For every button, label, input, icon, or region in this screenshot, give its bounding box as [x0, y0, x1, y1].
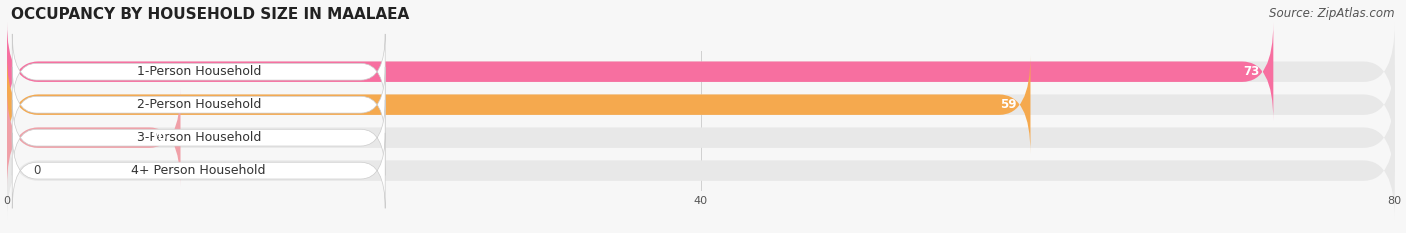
Text: 0: 0 [34, 164, 41, 177]
Text: 4+ Person Household: 4+ Person Household [131, 164, 266, 177]
FancyBboxPatch shape [7, 121, 1395, 220]
Text: 2-Person Household: 2-Person Household [136, 98, 262, 111]
FancyBboxPatch shape [7, 89, 180, 187]
FancyBboxPatch shape [7, 55, 1395, 154]
FancyBboxPatch shape [7, 23, 1395, 121]
FancyBboxPatch shape [13, 67, 385, 142]
FancyBboxPatch shape [13, 133, 385, 208]
FancyBboxPatch shape [7, 55, 1031, 154]
FancyBboxPatch shape [13, 100, 385, 175]
FancyBboxPatch shape [13, 34, 385, 110]
Text: OCCUPANCY BY HOUSEHOLD SIZE IN MAALAEA: OCCUPANCY BY HOUSEHOLD SIZE IN MAALAEA [11, 7, 409, 22]
Text: 59: 59 [1000, 98, 1017, 111]
FancyBboxPatch shape [7, 89, 1395, 187]
Text: 10: 10 [150, 131, 167, 144]
Text: 3-Person Household: 3-Person Household [136, 131, 262, 144]
Text: Source: ZipAtlas.com: Source: ZipAtlas.com [1270, 7, 1395, 20]
FancyBboxPatch shape [7, 23, 1274, 121]
Text: 1-Person Household: 1-Person Household [136, 65, 262, 78]
Text: 73: 73 [1243, 65, 1260, 78]
